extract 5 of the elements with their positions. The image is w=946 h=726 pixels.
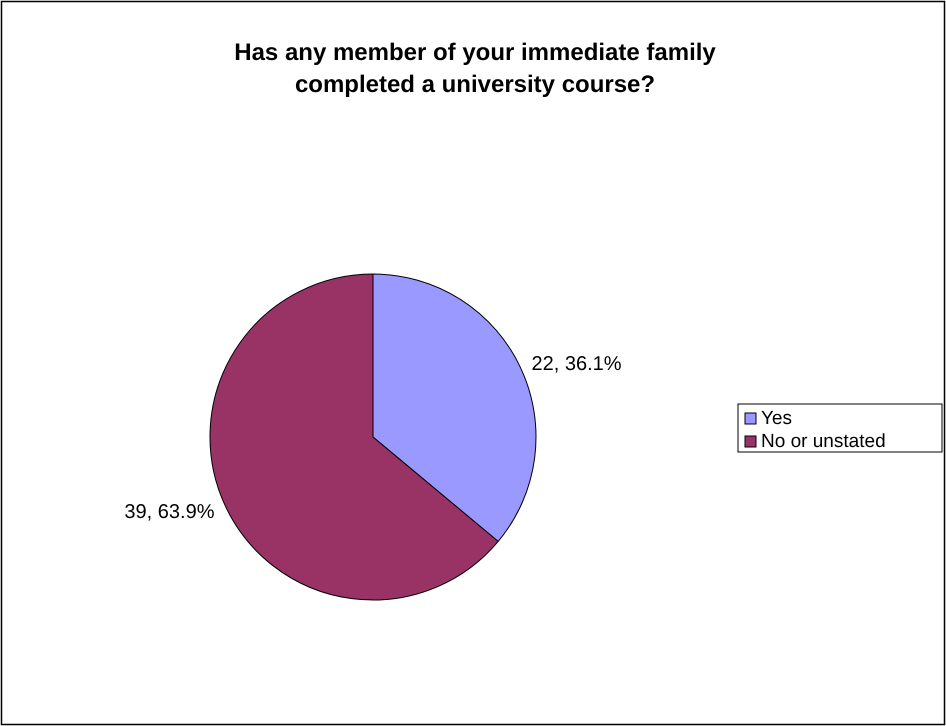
chart-title: Has any member of your immediate family completed a university course? bbox=[234, 39, 716, 98]
data-label: 39, 63.9% bbox=[124, 501, 215, 524]
legend-label: No or unstated bbox=[761, 431, 886, 452]
legend-label: Yes bbox=[761, 408, 792, 429]
data-label: 22, 36.1% bbox=[532, 352, 622, 375]
